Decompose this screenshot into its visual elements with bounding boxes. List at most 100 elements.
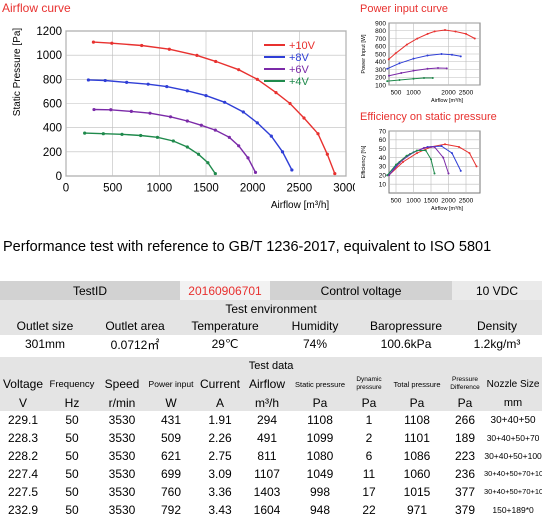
- env-value-cell: 1.2kg/m³: [473, 337, 521, 351]
- data-point: [398, 78, 401, 81]
- x-axis-label: Airflow [m³/h]: [271, 200, 330, 211]
- data-point: [91, 40, 96, 44]
- y-tick-label: 600: [43, 99, 62, 111]
- test-unit-cell: r/min: [108, 395, 136, 410]
- x-tick-label: 2500: [459, 90, 474, 97]
- data-point: [290, 168, 294, 172]
- x-axis-label: Airflow [m³/h]: [431, 98, 464, 104]
- test-data-cell: 3530: [108, 413, 136, 427]
- data-point: [280, 150, 285, 154]
- x-tick-label: 1000: [147, 183, 173, 195]
- test-unit-cell: Hz: [64, 395, 80, 410]
- data-point: [444, 28, 446, 31]
- data-point: [412, 69, 415, 72]
- test-data-cell: 948: [309, 503, 331, 517]
- env-header-cell: Temperature: [191, 319, 259, 333]
- x-tick-label: 500: [391, 198, 402, 205]
- data-point: [237, 68, 241, 72]
- test-data-row: 227.5 50 3530 760 3.36 1403 998 17 1015 377 30+40+…: [0, 483, 542, 501]
- data-point: [146, 82, 150, 86]
- test-data-row: 227.4 50 3530 699 3.09 1107 1049 11 1060 236 30+40…: [0, 465, 542, 483]
- test-data-cell: 3530: [108, 449, 136, 463]
- test-header-cell: Total pressure: [393, 379, 441, 389]
- test-data-cell: 227.4: [7, 467, 39, 481]
- env-header-cell: Baropressure: [369, 319, 443, 333]
- data-point: [110, 41, 114, 45]
- data-point: [475, 165, 478, 168]
- test-data-cell: 1403: [253, 485, 281, 499]
- env-value-cell: 29℃: [211, 337, 239, 351]
- series-line: [93, 108, 257, 173]
- test-data-cell: 236: [454, 467, 476, 481]
- data-point: [255, 77, 259, 81]
- data-point: [274, 91, 278, 95]
- data-point: [269, 134, 273, 138]
- data-point: [386, 174, 389, 177]
- nozzle-size-cell: 30+40+50+70: [486, 433, 540, 443]
- x-tick-label: 2500: [459, 198, 474, 205]
- test-data-cell: 971: [406, 503, 428, 517]
- data-point: [445, 67, 448, 70]
- nozzle-size-cell: 30+40+50+70+100: [484, 469, 542, 478]
- y-tick-label: 600: [375, 44, 386, 51]
- data-point: [168, 115, 173, 119]
- data-point: [302, 116, 306, 120]
- data-point: [120, 132, 124, 136]
- legend-label: +6V: [289, 64, 310, 76]
- nozzle-size-cell: 30+40+50+70+100: [484, 487, 542, 496]
- y-tick-label: 1000: [36, 50, 62, 62]
- data-point: [433, 145, 436, 148]
- data-point: [426, 54, 429, 57]
- test-header-cell: Nozzle Size: [486, 378, 540, 390]
- y-tick-label: 0: [56, 171, 62, 183]
- test-data-row: 232.9 50 3530 792 3.43 1604 948 22 971 379 150+189…: [0, 501, 542, 519]
- test-data-cell: 491: [256, 431, 278, 445]
- data-point: [451, 152, 453, 155]
- legend-label: +8V: [289, 52, 310, 64]
- test-data-cell: 760: [160, 485, 182, 499]
- data-point: [473, 37, 476, 40]
- test-environment-heading: Test environment: [225, 301, 317, 316]
- data-point: [167, 47, 171, 51]
- test-data-cell: 2.75: [208, 449, 232, 463]
- x-tick-label: 2500: [287, 183, 313, 195]
- y-tick-label: 200: [375, 75, 386, 82]
- data-point: [83, 131, 87, 135]
- data-point: [185, 89, 189, 93]
- x-tick-label: 0: [63, 183, 69, 195]
- test-header-cell: Frequency: [49, 378, 95, 390]
- data-point: [206, 161, 210, 165]
- env-header-cell: Outlet area: [105, 319, 165, 333]
- test-data-cell: 294: [256, 413, 278, 427]
- test-data-cell: 1086: [403, 449, 431, 463]
- data-point: [458, 145, 460, 148]
- x-tick-label: 2000: [240, 183, 266, 195]
- legend-label: +10V: [289, 40, 316, 52]
- test-data-cell: 811: [257, 449, 277, 463]
- performance-test-title: Performance test with reference to GB/T …: [3, 239, 492, 255]
- data-point: [255, 121, 259, 125]
- test-data-row: 228.3 50 3530 509 2.26 491 1099 2 1101 189 30+40+5…: [0, 429, 542, 447]
- data-point: [465, 32, 467, 35]
- test-data-cell: 1101: [404, 431, 430, 445]
- x-tick-label: 2000: [441, 90, 456, 97]
- data-point: [185, 119, 189, 123]
- test-data-cell: 3530: [108, 503, 136, 517]
- x-axis-label: Airflow [m³/h]: [431, 206, 464, 212]
- test-unit-cell: mm: [503, 396, 523, 409]
- test-header-cell: Speed: [104, 377, 140, 391]
- data-point: [459, 169, 462, 172]
- test-data-cell: 379: [454, 503, 476, 517]
- data-point: [333, 171, 337, 176]
- x-tick-label: 500: [391, 90, 402, 97]
- test-header-row: Voltage Frequency Speed Power input Curr…: [0, 374, 542, 394]
- test-data-cell: 3.09: [208, 467, 232, 481]
- data-point: [444, 143, 446, 146]
- data-point: [433, 30, 436, 33]
- legend-label: +4V: [289, 76, 310, 88]
- test-data-cell: 17: [362, 485, 376, 499]
- data-point: [440, 145, 443, 148]
- test-data-cell: 50: [65, 449, 79, 463]
- series-line: [388, 143, 477, 176]
